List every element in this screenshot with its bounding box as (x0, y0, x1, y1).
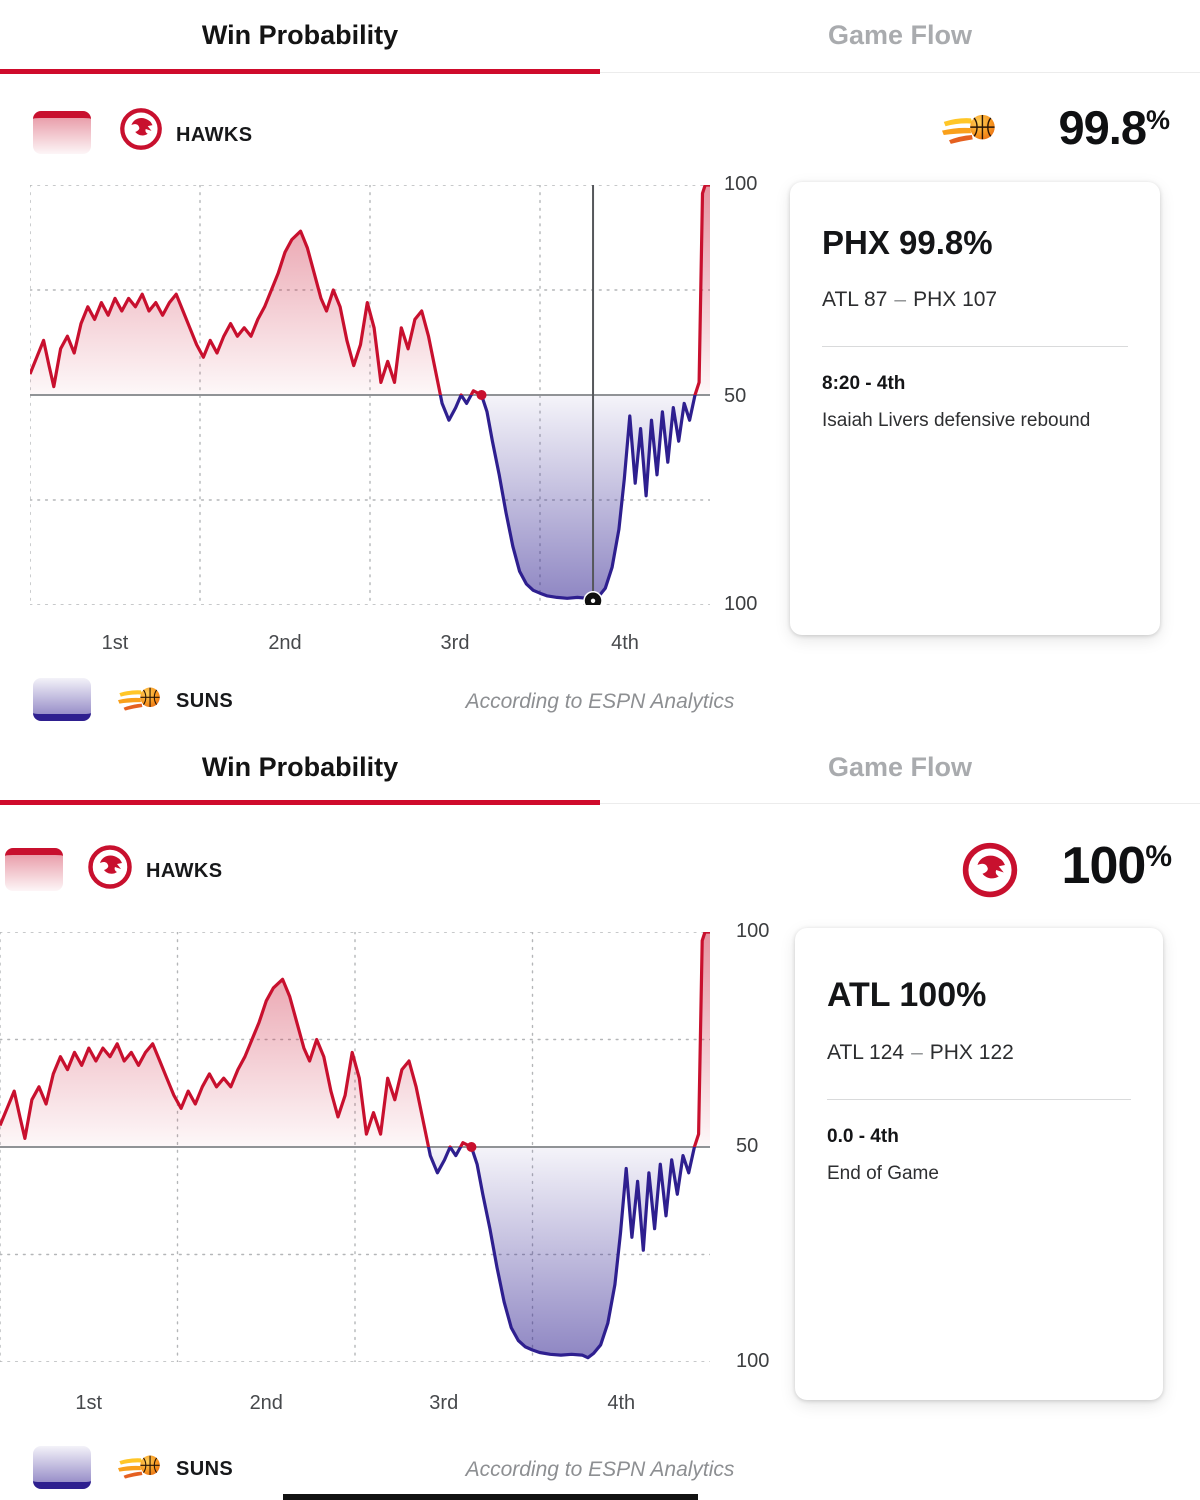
panel-final-state: Win Probability Game Flow HAWKS 100% 100… (0, 730, 1200, 1500)
win-probability-chart[interactable] (30, 185, 710, 605)
panel-hover-state: Win Probability Game Flow HAWKS 99.8% 10… (0, 0, 1200, 730)
analytics-attribution: According to ESPN Analytics (465, 690, 735, 713)
y-axis-label-mid: 50 (736, 1135, 759, 1157)
tooltip-score-home: PHX 122 (929, 1041, 1014, 1064)
cursor-dot (583, 591, 603, 605)
hawks-legend-label: HAWKS (146, 860, 223, 882)
suns-logo-icon (942, 106, 1000, 150)
x-label-q3: 3rd (440, 632, 470, 654)
card-divider (822, 346, 1128, 347)
y-axis-label-bottom: 100 (724, 593, 758, 615)
x-label-q4: 4th (607, 1392, 636, 1414)
tooltip-play-description: Isaiah Livers defensive rebound (822, 410, 1091, 431)
big-probability-number: 100 (1061, 837, 1147, 895)
x-axis-labels: 1st 2nd 3rd 4th (0, 1392, 710, 1415)
tab-game-flow[interactable]: Game Flow (827, 20, 973, 50)
analytics-attribution: According to ESPN Analytics (465, 1458, 735, 1481)
suns-logo-icon (118, 1448, 164, 1484)
tab-game-flow[interactable]: Game Flow (827, 752, 973, 782)
big-probability-value: 100% (990, 836, 1172, 896)
big-probability-percent-sign: % (1145, 840, 1172, 873)
tabbar-baseline (0, 72, 1200, 73)
tooltip-score-dash: – (911, 1041, 923, 1064)
y-axis-label-bottom: 100 (736, 1350, 770, 1372)
tooltip-probability: PHX 99.8% (822, 224, 993, 261)
tooltip-score-dash: – (894, 288, 907, 311)
hawks-area-swatch-icon (5, 848, 63, 891)
y-axis-label-mid: 50 (724, 385, 747, 407)
tooltip-probability: ATL 100% (827, 976, 987, 1014)
tabbar-baseline (0, 803, 1200, 804)
x-label-q3: 3rd (429, 1392, 459, 1414)
big-probability-number: 99.8 (1058, 101, 1147, 154)
y-axis-label-top: 100 (736, 920, 770, 942)
probability-tooltip-card: PHX 99.8% ATL 87– PHX 107 8:20 - 4th Isai… (790, 182, 1160, 635)
tooltip-game-clock: 0.0 - 4th (827, 1126, 899, 1147)
tab-win-probability[interactable]: Win Probability (201, 752, 399, 782)
win-probability-chart[interactable] (0, 932, 710, 1362)
suns-area-swatch-icon (33, 678, 91, 721)
hawks-area-swatch-icon (33, 111, 91, 154)
active-tab-underline (0, 69, 600, 74)
tooltip-score-home: PHX 107 (913, 288, 998, 311)
big-probability-percent-sign: % (1145, 105, 1170, 135)
suns-legend-label: SUNS (176, 1458, 234, 1480)
hawks-logo-icon (118, 106, 164, 152)
suns-logo-icon (118, 680, 164, 716)
bottom-bar (283, 1494, 698, 1500)
tooltip-score-away: ATL 87 (822, 288, 888, 311)
probability-tooltip-card: ATL 100% ATL 124– PHX 122 0.0 - 4th End o… (795, 928, 1163, 1400)
tooltip-game-clock: 8:20 - 4th (822, 373, 906, 394)
card-divider (827, 1099, 1131, 1100)
hawks-legend-label: HAWKS (176, 124, 253, 146)
tab-win-probability[interactable]: Win Probability (201, 20, 399, 50)
big-probability-value: 99.8% (1000, 100, 1171, 155)
x-label-q2: 2nd (249, 1392, 283, 1414)
x-axis-labels: 1st 2nd 3rd 4th (30, 632, 710, 655)
x-label-q4: 4th (611, 632, 639, 654)
x-label-q1: 1st (101, 632, 129, 654)
active-tab-underline (0, 800, 600, 805)
suns-area-swatch-icon (33, 1446, 91, 1489)
tooltip-play-description: End of Game (827, 1163, 939, 1184)
y-axis-label-top: 100 (724, 173, 758, 195)
tooltip-score: ATL 124– PHX 122 (827, 1041, 1131, 1065)
suns-legend-label: SUNS (176, 690, 234, 712)
hawks-logo-icon (86, 843, 134, 891)
tooltip-score-away: ATL 124 (827, 1041, 905, 1064)
tooltip-score: ATL 87– PHX 107 (822, 288, 1128, 312)
x-label-q2: 2nd (268, 632, 302, 654)
x-label-q1: 1st (75, 1392, 103, 1414)
